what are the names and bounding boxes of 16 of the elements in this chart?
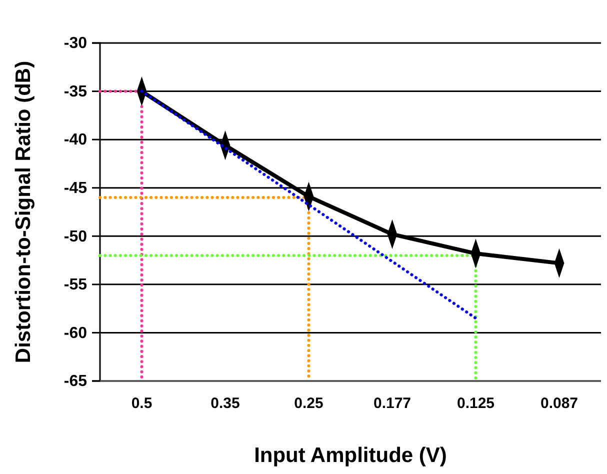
y-tick-label: -30 [64, 35, 88, 52]
y-tick-label: -45 [64, 180, 88, 197]
y-tick-label: -35 [64, 83, 88, 100]
y-tick-label: -55 [64, 276, 88, 294]
x-tick-label: 0.125 [456, 395, 495, 412]
x-axis-title: Input Amplitude (V) [254, 444, 447, 467]
x-tick-label: 0.087 [540, 395, 578, 412]
y-tick-label: -65 [64, 373, 88, 390]
y-tick-label: -50 [64, 228, 88, 246]
y-axis-title: Distortion-to-Signal Ratio (dB) [12, 60, 35, 364]
x-tick-label: 0.5 [131, 395, 152, 412]
x-tick-label: 0.35 [210, 395, 240, 412]
y-tick-label: -40 [64, 132, 88, 149]
x-tick-label: 0.177 [373, 395, 412, 412]
y-tick-label: -60 [64, 324, 88, 342]
x-tick-label: 0.25 [294, 395, 324, 412]
